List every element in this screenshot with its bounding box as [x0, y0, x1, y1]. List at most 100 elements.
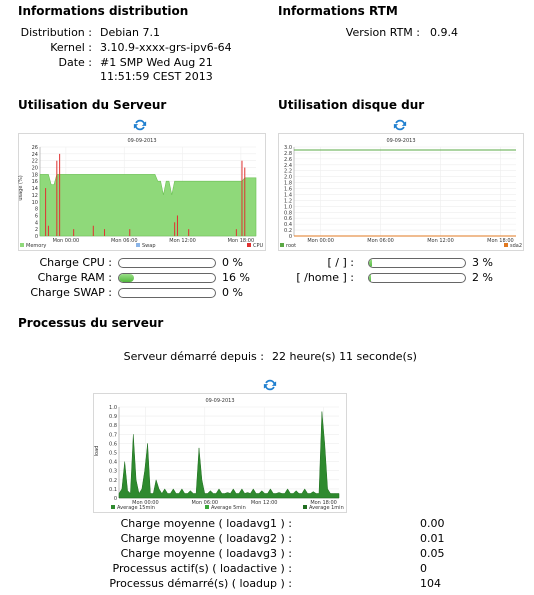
legend-avg5-swatch: [205, 505, 209, 509]
x-tick-label: Mon 00:00: [307, 238, 334, 244]
y-tick-label: 12: [32, 193, 38, 199]
legend-swap: Swap: [142, 243, 156, 249]
kernel-label: Kernel :: [50, 41, 92, 54]
disk-root-value: 3 %: [472, 256, 493, 269]
x-tick-label: Mon 12:00: [251, 500, 278, 506]
x-tick-label: Mon 06:00: [111, 238, 138, 244]
y-tick-label: 24: [32, 152, 38, 158]
x-tick-label: Mon 06:00: [192, 500, 219, 506]
y-tick-label: 0.9: [109, 414, 117, 420]
disk-home-progress-bar: [368, 273, 466, 283]
loadavg1-label: Charge moyenne ( loadavg1 ) :: [120, 517, 292, 530]
disk-chart-frame: [278, 133, 524, 251]
y-tick-label: 0.7: [109, 432, 117, 438]
legend-avg1-swatch: [303, 505, 307, 509]
y-tick-label: 0.1: [109, 487, 117, 493]
loadavg1-value: 0.00: [420, 517, 445, 530]
y-tick-label: 0: [35, 234, 38, 240]
legend-swap-swatch: [136, 243, 140, 247]
server-chart-title: 09-09-2013: [127, 138, 156, 144]
y-tick-label: 0.3: [109, 469, 117, 475]
legend-cpu: CPU: [253, 243, 264, 249]
y-tick-label: 26: [32, 145, 38, 151]
distribution-title: Informations distribution: [18, 4, 189, 18]
refresh-icon[interactable]: [263, 378, 277, 392]
legend-memory-swatch: [20, 243, 24, 247]
legend-sda2-swatch: [504, 243, 508, 247]
y-tick-label: 1.0: [109, 405, 117, 411]
y-tick-label: 1.8: [284, 181, 292, 187]
load-chart-ylabel: load: [94, 446, 100, 457]
y-tick-label: 2.6: [284, 157, 292, 163]
disk-root-progress-fill: [369, 259, 372, 267]
swap-label: Charge SWAP :: [30, 286, 112, 299]
loadup-label: Processus démarré(s) ( loadup ) :: [109, 577, 292, 590]
y-tick-label: 10: [32, 200, 38, 206]
y-tick-label: 0.8: [109, 423, 117, 429]
y-tick-label: 4: [35, 220, 38, 226]
memory-area: [39, 174, 257, 237]
load-chart-title: 09-09-2013: [205, 398, 234, 404]
load-area: [118, 411, 340, 499]
y-tick-label: 0: [114, 496, 117, 502]
x-tick-label: Mon 18:00: [487, 238, 514, 244]
y-tick-label: 6: [35, 213, 38, 219]
loadactive-value: 0: [420, 562, 427, 575]
load-chart: 09-09-2013 load 0 0.1 0.2 0.3 0.4 0.5 0.6 0.7 0.…: [93, 393, 347, 513]
y-tick-label: 0.6: [109, 441, 117, 447]
y-tick-label: 18: [32, 172, 38, 178]
loadactive-label: Processus actif(s) ( loadactive ) :: [112, 562, 293, 575]
disk-home-label: [ /home ] :: [296, 271, 354, 284]
disk-usage-title: Utilisation disque dur: [278, 98, 425, 112]
disk-home-progress-fill: [369, 274, 371, 282]
legend-avg1: Average 1min: [309, 505, 344, 511]
cpu-label: Charge CPU :: [39, 256, 112, 269]
ram-progress-bar: [118, 273, 216, 283]
y-tick-label: 14: [32, 186, 38, 192]
date-value-line2: 11:51:59 CEST 2013: [100, 70, 213, 83]
y-tick-label: 2.4: [284, 163, 292, 169]
y-tick-label: 2: [35, 227, 38, 233]
y-tick-label: 0.2: [284, 228, 292, 234]
legend-root: root: [286, 243, 296, 249]
loadavg2-label: Charge moyenne ( loadavg2 ) :: [120, 532, 292, 545]
y-tick-label: 0.4: [284, 222, 292, 228]
legend-avg15-swatch: [111, 505, 115, 509]
x-tick-label: Mon 00:00: [132, 500, 159, 506]
refresh-icon[interactable]: [393, 118, 407, 132]
distribution-value: Debian 7.1: [100, 26, 160, 39]
y-tick-label: 0.4: [109, 460, 117, 466]
x-tick-label: Mon 12:00: [169, 238, 196, 244]
y-tick-label: 1.4: [284, 192, 292, 198]
y-tick-label: 0.8: [284, 210, 292, 216]
x-tick-label: Mon 18:00: [228, 238, 255, 244]
uptime-value: 22 heure(s) 11 seconde(s): [272, 350, 417, 363]
swap-progress-bar: [118, 288, 216, 298]
disk-root-progress-bar: [368, 258, 466, 268]
disk-root-label: [ / ] :: [327, 256, 355, 269]
y-tick-label: 1.2: [284, 198, 292, 204]
disk-chart-title: 09-09-2013: [386, 138, 415, 144]
x-tick-label: Mon 18:00: [310, 500, 337, 506]
y-tick-label: 20: [32, 166, 38, 172]
refresh-icon[interactable]: [133, 118, 147, 132]
y-tick-label: 1.6: [284, 187, 292, 193]
ram-value: 16 %: [222, 271, 250, 284]
y-tick-label: 0.5: [109, 451, 117, 457]
y-tick-label: 22: [32, 159, 38, 165]
date-value-line1: #1 SMP Wed Aug 21: [100, 56, 213, 69]
legend-avg5: Average 5min: [211, 505, 246, 511]
processes-title: Processus du serveur: [18, 316, 164, 330]
y-tick-label: 0.6: [284, 216, 292, 222]
uptime-label: Serveur démarré depuis :: [123, 350, 264, 363]
ram-progress-fill: [119, 274, 135, 282]
server-chart-ylabel: usage (%): [18, 175, 24, 200]
legend-sda2: sda2: [510, 243, 522, 249]
y-tick-label: 2.2: [284, 169, 292, 175]
x-tick-label: Mon 12:00: [427, 238, 454, 244]
legend-memory: Memory: [26, 243, 46, 249]
swap-value: 0 %: [222, 286, 243, 299]
loadavg3-label: Charge moyenne ( loadavg3 ) :: [120, 547, 292, 560]
loadavg2-value: 0.01: [420, 532, 445, 545]
y-tick-label: 1.0: [284, 204, 292, 210]
